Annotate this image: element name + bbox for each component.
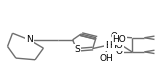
Text: O: O [116, 47, 123, 56]
Text: O: O [110, 32, 117, 41]
Text: HO: HO [113, 35, 126, 44]
Text: S: S [74, 45, 80, 54]
Text: HO: HO [109, 41, 123, 50]
Text: OH: OH [99, 54, 113, 62]
Text: OH: OH [99, 53, 113, 62]
Text: B: B [105, 41, 111, 50]
Text: N: N [26, 35, 33, 44]
